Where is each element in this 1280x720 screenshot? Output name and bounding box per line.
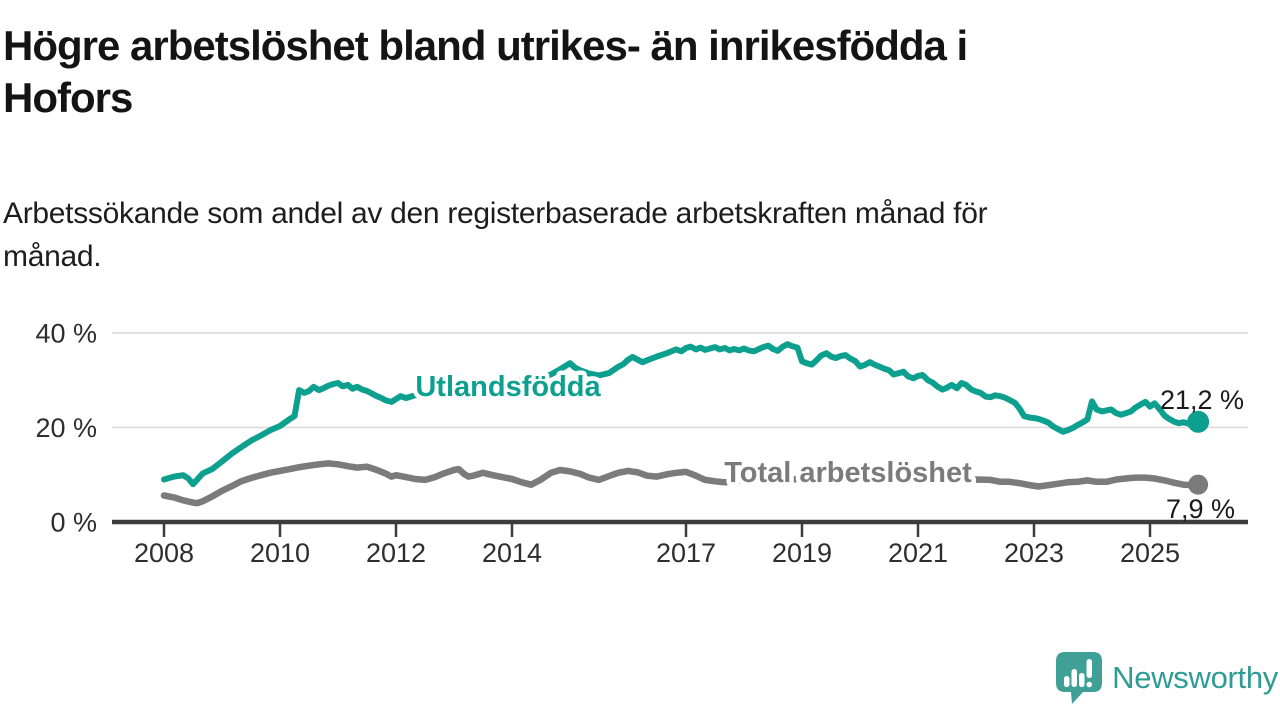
series-label-utlandsfodda: Utlandsfödda (415, 371, 601, 403)
series-end-dot-utlandsfodda (1187, 410, 1210, 433)
y-tick-label: 40 % (35, 318, 97, 348)
page-title: Högre arbetslöshet bland utrikes- än inr… (3, 20, 1203, 124)
x-tick-label: 2017 (656, 538, 716, 568)
x-tick-label: 2023 (1004, 538, 1064, 568)
series-label-total-arbetsloshet: Total arbetslöshet (724, 457, 972, 489)
x-tick-label: 2014 (482, 538, 542, 568)
brand-footer: Newsworthy (1055, 650, 1278, 706)
y-tick-label: 20 % (35, 413, 97, 443)
chart-subtitle: Arbetssökande som andel av den registerb… (3, 193, 1213, 278)
series-line-utlandsfodda (161, 341, 1202, 488)
x-tick-label: 2012 (366, 538, 426, 568)
chart-subtitle-line-2: månad. (3, 239, 102, 273)
series-line-total-arbetsloshet (160, 460, 1202, 507)
y-tick-label: 0 % (50, 508, 97, 538)
brand-name: Newsworthy (1112, 660, 1278, 695)
series-end-value-utlandsfodda: 21,2 % (1160, 385, 1244, 415)
x-tick-label: 2025 (1120, 538, 1180, 568)
series-end-dot-total-arbetsloshet (1188, 474, 1209, 495)
series-end-value-total-arbetsloshet: 7,9 % (1166, 494, 1235, 524)
x-tick-label: 2010 (250, 538, 310, 568)
newsworthy-logo-icon (1056, 652, 1103, 704)
chart-subtitle-line-1: Arbetssökande som andel av den registerb… (3, 197, 988, 230)
x-tick-label: 2008 (134, 538, 194, 568)
logo-bar-chart-glyph (1064, 659, 1093, 688)
x-tick-label: 2019 (772, 538, 832, 568)
page-title-line-2: Hofors (3, 74, 133, 122)
page-title-line-1: Högre arbetslöshet bland utrikes- än inr… (3, 22, 968, 69)
x-tick-label: 2021 (888, 538, 948, 568)
